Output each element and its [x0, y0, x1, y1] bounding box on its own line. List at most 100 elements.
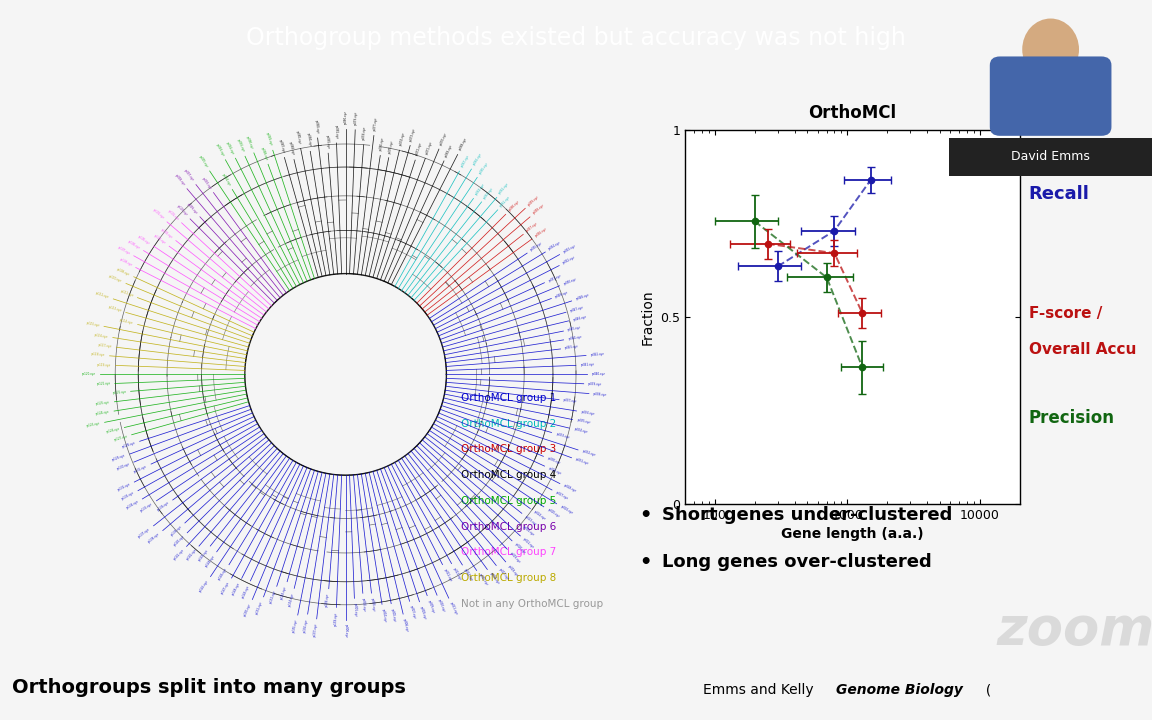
Text: OrthoMCL group 2: OrthoMCL group 2: [461, 418, 556, 428]
Text: sp026.xyz: sp026.xyz: [560, 505, 574, 515]
Text: sp082.xyz: sp082.xyz: [325, 135, 329, 149]
Text: sp068.xyz: sp068.xyz: [458, 138, 468, 151]
Text: sp148.xyz: sp148.xyz: [232, 581, 242, 595]
Text: sp134.xyz: sp134.xyz: [126, 500, 139, 510]
Text: sp064.xyz: sp064.xyz: [475, 182, 486, 196]
Text: Recall: Recall: [1029, 185, 1090, 203]
Text: sp034.xyz: sp034.xyz: [574, 427, 588, 434]
Text: sp045.xyz: sp045.xyz: [568, 325, 582, 332]
Text: sp024.xyz: sp024.xyz: [533, 510, 546, 521]
Text: sp023.xyz: sp023.xyz: [524, 515, 538, 526]
Text: sp002.xyz: sp002.xyz: [362, 598, 366, 612]
Text: sp033.xyz: sp033.xyz: [555, 432, 570, 439]
Text: sp129.xyz: sp129.xyz: [112, 454, 127, 462]
Text: sp080.xyz: sp080.xyz: [343, 110, 348, 124]
Text: sp081.xyz: sp081.xyz: [334, 125, 339, 138]
Text: sp114.xyz: sp114.xyz: [119, 318, 134, 325]
Text: sp143.xyz: sp143.xyz: [197, 549, 210, 562]
Text: sp135.xyz: sp135.xyz: [141, 502, 153, 513]
Text: sp086.xyz: sp086.xyz: [288, 141, 295, 156]
Text: sp060.xyz: sp060.xyz: [508, 200, 520, 212]
Text: sp100.xyz: sp100.xyz: [176, 204, 188, 217]
Text: sp049.xyz: sp049.xyz: [555, 290, 569, 299]
Text: Genome Biology: Genome Biology: [836, 683, 963, 698]
Text: sp016.xyz: sp016.xyz: [488, 572, 500, 585]
Text: sp050.xyz: sp050.xyz: [563, 277, 577, 286]
Text: sp014.xyz: sp014.xyz: [463, 568, 473, 582]
X-axis label: Gene length (a.a.): Gene length (a.a.): [781, 528, 924, 541]
Text: sp051.xyz: sp051.xyz: [548, 273, 562, 283]
Text: sp089.xyz: sp089.xyz: [260, 146, 268, 161]
Text: sp125.xyz: sp125.xyz: [86, 421, 100, 428]
Text: sp108.xyz: sp108.xyz: [119, 257, 132, 267]
FancyBboxPatch shape: [949, 138, 1152, 176]
Text: sp021.xyz: sp021.xyz: [522, 538, 536, 550]
Text: sp071.xyz: sp071.xyz: [425, 140, 433, 155]
Text: sp141.xyz: sp141.xyz: [173, 549, 185, 562]
Text: OrthoMCL group 1: OrthoMCL group 1: [461, 393, 556, 402]
Text: sp084.xyz: sp084.xyz: [305, 132, 311, 147]
Text: sp046.xyz: sp046.xyz: [573, 315, 588, 322]
Text: sp157.xyz: sp157.xyz: [312, 623, 318, 637]
Text: sp097.xyz: sp097.xyz: [183, 169, 195, 182]
Y-axis label: Fraction: Fraction: [641, 289, 655, 345]
Text: sp025.xyz: sp025.xyz: [546, 508, 560, 518]
Text: sp158.xyz: sp158.xyz: [325, 593, 331, 607]
Text: sp055.xyz: sp055.xyz: [530, 241, 544, 252]
Text: sp101.xyz: sp101.xyz: [167, 209, 180, 221]
Text: sp110.xyz: sp110.xyz: [108, 274, 122, 284]
Text: sp015.xyz: sp015.xyz: [478, 573, 488, 587]
Text: sp007.xyz: sp007.xyz: [409, 606, 417, 619]
Text: sp012.xyz: sp012.xyz: [442, 568, 453, 582]
Text: sp072.xyz: sp072.xyz: [415, 142, 423, 156]
Text: sp156.xyz: sp156.xyz: [303, 618, 309, 633]
Text: sp074.xyz: sp074.xyz: [399, 132, 406, 146]
Text: sp009.xyz: sp009.xyz: [427, 599, 435, 613]
Text: sp124.xyz: sp124.xyz: [96, 410, 109, 416]
Text: sp059.xyz: sp059.xyz: [528, 194, 540, 207]
Text: •: •: [639, 553, 652, 572]
Text: OrthoMCL group 4: OrthoMCL group 4: [461, 470, 556, 480]
Text: sp029.xyz: sp029.xyz: [548, 466, 562, 476]
Text: sp155.xyz: sp155.xyz: [293, 619, 298, 634]
Text: sp115.xyz: sp115.xyz: [85, 321, 100, 328]
Text: sp088.xyz: sp088.xyz: [265, 132, 273, 147]
Text: OrthoMCL group 6: OrthoMCL group 6: [461, 522, 556, 531]
Text: sp044.xyz: sp044.xyz: [568, 335, 582, 341]
Text: sp067.xyz: sp067.xyz: [460, 154, 470, 168]
Text: sp138.xyz: sp138.xyz: [147, 532, 160, 544]
Text: Emms and Kelly: Emms and Kelly: [703, 683, 818, 698]
Text: sp112.xyz: sp112.xyz: [96, 292, 109, 300]
Text: sp120.xyz: sp120.xyz: [82, 372, 96, 377]
Text: sp133.xyz: sp133.xyz: [121, 491, 135, 501]
Text: sp106.xyz: sp106.xyz: [127, 239, 141, 250]
Text: •: •: [639, 505, 652, 525]
Text: sp145.xyz: sp145.xyz: [198, 580, 210, 593]
Text: sp078.xyz: sp078.xyz: [362, 126, 367, 140]
Text: sp040.xyz: sp040.xyz: [592, 372, 606, 377]
Text: sp103.xyz: sp103.xyz: [160, 228, 174, 239]
Text: sp127.xyz: sp127.xyz: [113, 434, 128, 441]
Text: sp057.xyz: sp057.xyz: [525, 222, 539, 233]
Text: sp119.xyz: sp119.xyz: [97, 363, 112, 367]
Text: sp028.xyz: sp028.xyz: [563, 484, 577, 494]
Text: sp090.xyz: sp090.xyz: [245, 135, 253, 150]
Text: sp022.xyz: sp022.xyz: [522, 525, 536, 537]
Text: sp105.xyz: sp105.xyz: [137, 234, 151, 246]
Text: sp003.xyz: sp003.xyz: [370, 598, 376, 611]
Text: sp063.xyz: sp063.xyz: [483, 186, 494, 199]
Text: sp065.xyz: sp065.xyz: [478, 161, 490, 175]
Text: sp147.xyz: sp147.xyz: [221, 581, 232, 595]
Text: Not in any OrthoMCL group: Not in any OrthoMCL group: [461, 599, 602, 609]
Text: sp132.xyz: sp132.xyz: [116, 482, 131, 492]
Text: sp150.xyz: sp150.xyz: [243, 603, 252, 617]
FancyBboxPatch shape: [990, 56, 1112, 136]
Text: sp107.xyz: sp107.xyz: [116, 245, 131, 256]
Text: sp032.xyz: sp032.xyz: [582, 449, 597, 457]
Text: Orthogroups split into many groups: Orthogroups split into many groups: [12, 678, 406, 698]
Text: sp061.xyz: sp061.xyz: [499, 195, 511, 208]
Text: sp096.xyz: sp096.xyz: [202, 176, 212, 190]
Text: sp087.xyz: sp087.xyz: [278, 139, 285, 153]
Text: sp118.xyz: sp118.xyz: [91, 352, 105, 357]
Text: sp020.xyz: sp020.xyz: [514, 543, 526, 555]
